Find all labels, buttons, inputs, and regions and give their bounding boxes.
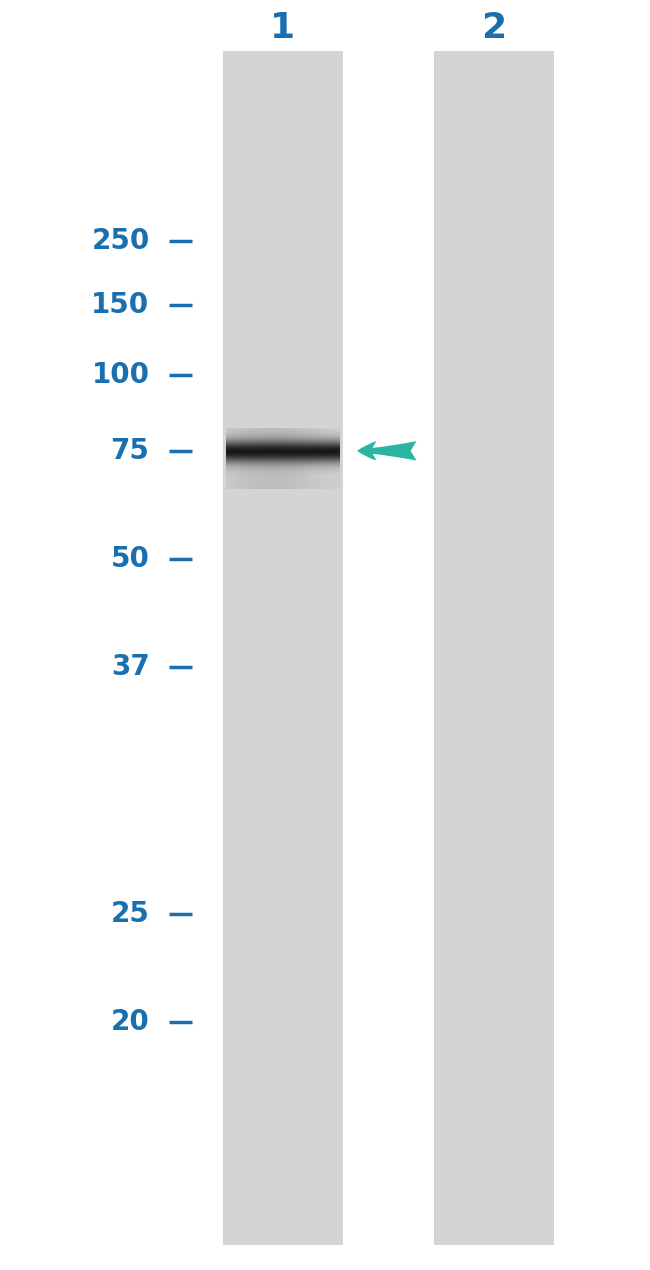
Bar: [434, 51, 554, 1245]
Text: 2: 2: [482, 11, 506, 44]
Text: 37: 37: [111, 653, 150, 681]
Text: 20: 20: [111, 1008, 150, 1036]
Text: 50: 50: [111, 545, 150, 573]
Text: 25: 25: [111, 900, 150, 928]
Text: 75: 75: [111, 437, 150, 465]
Text: 100: 100: [92, 361, 150, 389]
Bar: [222, 51, 343, 1245]
Text: 250: 250: [91, 227, 150, 255]
Text: 150: 150: [92, 291, 150, 319]
Text: 1: 1: [270, 11, 295, 44]
